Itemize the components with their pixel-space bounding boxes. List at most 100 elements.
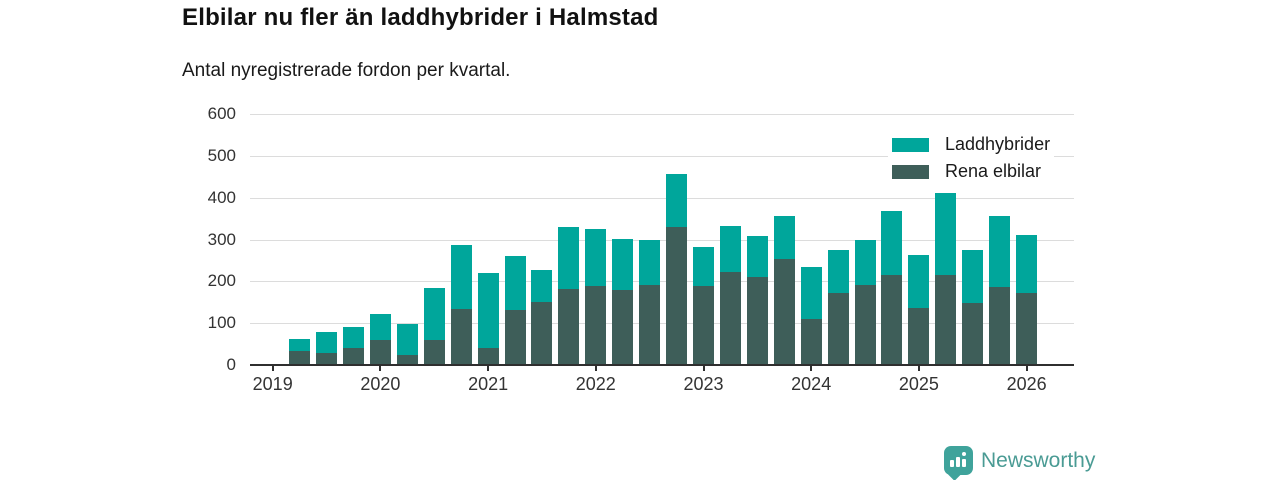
bar-segment-rena-elbilar xyxy=(477,348,499,365)
y-tick-label-0: 0 xyxy=(226,355,236,374)
gridline-300 xyxy=(250,239,1074,241)
bar-segment-rena-elbilar xyxy=(666,226,688,365)
legend-label-rena-elbilar: Rena elbilar xyxy=(945,161,1042,181)
bar-segment-laddhybrider xyxy=(962,249,984,303)
bar-segment-rena-elbilar xyxy=(316,353,338,365)
bar-segment-laddhybrider xyxy=(477,272,499,349)
gridline-500 xyxy=(250,155,1074,157)
x-tick-2019 xyxy=(271,366,274,371)
x-tick-label-2022: 2022 xyxy=(575,374,616,394)
bar-segment-rena-elbilar xyxy=(585,285,607,365)
bar-segment-rena-elbilar xyxy=(369,340,391,365)
bar-segment-laddhybrider xyxy=(800,266,822,319)
x-tick-label-2025: 2025 xyxy=(898,374,939,394)
x-tick-2021 xyxy=(487,366,490,371)
bar-segment-rena-elbilar xyxy=(908,307,930,365)
x-tick-label-2023: 2023 xyxy=(683,374,724,394)
bar-segment-rena-elbilar xyxy=(450,309,472,365)
bar-segment-rena-elbilar xyxy=(423,339,445,365)
bar-segment-laddhybrider xyxy=(773,215,795,259)
bar-segment-laddhybrider xyxy=(854,240,876,285)
gridline-400 xyxy=(250,197,1074,199)
gridline-200 xyxy=(250,281,1074,283)
chart-legend: Laddhybrider Rena elbilar xyxy=(888,129,1055,187)
bar-segment-rena-elbilar xyxy=(1016,292,1038,365)
chart-subtitle: Antal nyregistrerade fordon per kvartal. xyxy=(182,60,511,81)
bar-segment-laddhybrider xyxy=(423,287,445,340)
bar-segment-rena-elbilar xyxy=(558,289,580,365)
bar-segment-laddhybrider xyxy=(719,225,741,273)
bar-segment-rena-elbilar xyxy=(962,302,984,365)
legend-item-rena-elbilar: Rena elbilar xyxy=(892,158,1050,185)
bar-segment-laddhybrider xyxy=(881,211,903,276)
x-tick-2022 xyxy=(594,366,597,371)
bar-segment-rena-elbilar xyxy=(504,309,526,365)
bar-segment-laddhybrider xyxy=(612,238,634,290)
bar-segment-rena-elbilar xyxy=(612,289,634,365)
bar-segment-laddhybrider xyxy=(908,255,930,308)
bar-segment-laddhybrider xyxy=(827,249,849,294)
bar-segment-rena-elbilar xyxy=(719,272,741,365)
bar-segment-rena-elbilar xyxy=(773,258,795,365)
y-tick-label-300: 300 xyxy=(207,229,236,249)
x-tick-2020 xyxy=(379,366,382,371)
x-tick-2026 xyxy=(1025,366,1028,371)
bar-segment-laddhybrider xyxy=(989,216,1011,288)
y-tick-label-200: 200 xyxy=(207,271,236,291)
bar-segment-rena-elbilar xyxy=(935,275,957,365)
x-tick-2023 xyxy=(702,366,705,371)
bar-segment-laddhybrider xyxy=(396,324,418,355)
bar-segment-rena-elbilar xyxy=(989,287,1011,365)
bar-segment-rena-elbilar xyxy=(639,285,661,365)
bar-segment-laddhybrider xyxy=(450,244,472,310)
bar-segment-rena-elbilar xyxy=(881,275,903,365)
x-tick-label-2026: 2026 xyxy=(1006,374,1047,394)
y-tick-label-600: 600 xyxy=(207,104,236,123)
x-axis-line xyxy=(250,364,1074,366)
plot-area: 2019 2020 2021 2022 2023 2024 2025 2026 xyxy=(250,114,1074,394)
bar-segment-rena-elbilar xyxy=(827,293,849,365)
bar-segment-laddhybrider xyxy=(531,269,553,302)
legend-item-laddhybrider: Laddhybrider xyxy=(892,131,1050,158)
x-tick-2025 xyxy=(917,366,920,371)
bar-segment-rena-elbilar xyxy=(800,318,822,365)
page-title: Elbilar nu fler än laddhybrider i Halmst… xyxy=(182,4,659,31)
bar-segment-rena-elbilar xyxy=(289,351,311,365)
bar-segment-laddhybrider xyxy=(693,247,714,286)
x-tick-2024 xyxy=(810,366,813,371)
brand-name: Newsworthy xyxy=(981,448,1096,472)
legend-label-laddhybrider: Laddhybrider xyxy=(945,134,1051,154)
bar-segment-laddhybrider xyxy=(369,313,391,341)
legend-swatch-laddhybrider xyxy=(892,137,929,152)
bar-segment-rena-elbilar xyxy=(531,301,553,365)
brand-footer: Newsworthy xyxy=(944,446,1095,475)
legend-swatch-rena-elbilar xyxy=(892,164,929,179)
bar-segment-rena-elbilar xyxy=(746,277,768,365)
bar-segment-laddhybrider xyxy=(504,255,526,310)
bar-segment-laddhybrider xyxy=(666,173,688,227)
bar-segment-laddhybrider xyxy=(585,229,607,286)
y-tick-label-400: 400 xyxy=(207,187,236,207)
bar-segment-rena-elbilar xyxy=(396,354,418,365)
gridline-600 xyxy=(250,114,1074,115)
bar-segment-laddhybrider xyxy=(935,193,957,276)
bar-segment-laddhybrider xyxy=(639,239,661,286)
bar-segment-laddhybrider xyxy=(289,339,311,352)
bar-segment-laddhybrider xyxy=(558,226,580,290)
x-tick-label-2020: 2020 xyxy=(360,374,401,394)
bar-segment-laddhybrider xyxy=(1016,235,1038,293)
x-tick-label-2019: 2019 xyxy=(252,374,293,394)
y-tick-label-500: 500 xyxy=(207,145,236,165)
bar-segment-laddhybrider xyxy=(316,332,338,354)
newsworthy-logo-icon xyxy=(944,446,973,475)
bar-segment-laddhybrider xyxy=(342,326,364,348)
bar-segment-laddhybrider xyxy=(746,236,768,278)
x-tick-label-2021: 2021 xyxy=(468,374,509,394)
x-tick-label-2024: 2024 xyxy=(791,374,832,394)
gridline-100 xyxy=(250,323,1074,325)
bar-segment-rena-elbilar xyxy=(693,285,714,365)
bar-segment-rena-elbilar xyxy=(854,284,876,365)
bar-segment-rena-elbilar xyxy=(342,347,364,365)
y-tick-label-100: 100 xyxy=(207,313,236,333)
